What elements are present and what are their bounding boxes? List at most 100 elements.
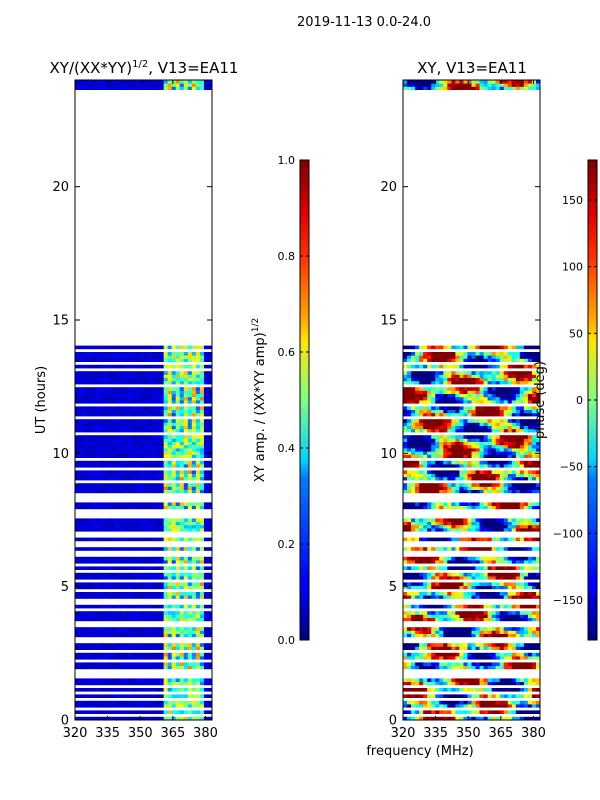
heatmap-cell [159, 444, 165, 449]
heatmap-cell [519, 489, 525, 494]
heatmap-cell [163, 86, 169, 90]
heatmap-cell [451, 377, 456, 382]
heatmap-cell [155, 406, 161, 410]
figure-suptitle: 2019-11-13 0.0-24.0 [297, 15, 431, 30]
heatmap-cell [131, 576, 136, 580]
heatmap-cell [467, 387, 472, 391]
heatmap-cell [531, 572, 537, 577]
heatmap-cell [191, 444, 197, 449]
heatmap-cell [195, 627, 201, 631]
heatmap-cell [79, 585, 84, 590]
heatmap-cell [147, 464, 152, 468]
heatmap-cell [155, 425, 161, 430]
heatmap-cell [119, 419, 124, 423]
heatmap-cell [143, 400, 148, 404]
heatmap-cell [95, 464, 100, 468]
heatmap-cell [411, 454, 416, 458]
heatmap-cell [135, 83, 140, 87]
heatmap-cell [479, 633, 484, 638]
heatmap-cell [75, 460, 80, 465]
heatmap-cell [107, 486, 112, 490]
heatmap-cell [431, 393, 436, 398]
heatmap-cell [475, 537, 480, 542]
heatmap-cell [535, 576, 540, 580]
heatmap-cell [451, 595, 456, 599]
heatmap-cell [75, 566, 80, 570]
heatmap-cell [95, 633, 100, 638]
heatmap-cell [427, 464, 432, 468]
heatmap-cell [459, 483, 464, 487]
heatmap-cell [115, 470, 120, 474]
heatmap-cell [83, 611, 88, 615]
heatmap-cell [535, 489, 540, 494]
heatmap-cell [199, 582, 205, 586]
heatmap-cell [87, 604, 92, 609]
heatmap-cell [163, 464, 169, 468]
heatmap-cell [83, 614, 88, 618]
heatmap-cell [135, 435, 140, 439]
heatmap-cell [427, 656, 432, 660]
heatmap-cell [119, 604, 124, 609]
heatmap-cell [147, 643, 152, 647]
heatmap-cell [91, 86, 96, 90]
heatmap-cell [471, 646, 476, 650]
heatmap-cell [503, 662, 509, 666]
heatmap-cell [479, 425, 484, 430]
heatmap-cell [495, 464, 501, 468]
heatmap-cell [119, 576, 124, 580]
heatmap-cell [507, 524, 513, 529]
heatmap-cell [111, 364, 116, 369]
heatmap-cell [135, 390, 140, 394]
heatmap-cell [455, 409, 460, 414]
heatmap-cell [151, 464, 156, 468]
heatmap-cell [479, 665, 484, 670]
heatmap-cell [191, 633, 197, 638]
heatmap-cell [75, 428, 80, 433]
heatmap-cell [87, 595, 92, 599]
heatmap-cell [179, 412, 185, 417]
heatmap-cell [423, 444, 428, 449]
heatmap-cell [487, 419, 493, 423]
heatmap-cell [459, 377, 464, 382]
heatmap-cell [131, 572, 136, 577]
heatmap-cell [199, 473, 205, 478]
heatmap-cell [491, 387, 497, 391]
heatmap-cell [99, 502, 104, 506]
heatmap-cell [167, 656, 173, 660]
heatmap-cell [123, 409, 128, 414]
heatmap-cell [519, 643, 525, 647]
heatmap-cell [527, 521, 533, 526]
heatmap-cell [403, 476, 408, 481]
heatmap-cell [503, 688, 509, 692]
heatmap-cell [407, 566, 412, 570]
heatmap-cell [83, 560, 88, 564]
heatmap-cell [415, 473, 420, 478]
heatmap-cell [79, 486, 84, 490]
heatmap-cell [427, 556, 432, 561]
heatmap-cell [115, 438, 120, 442]
heatmap-cell [87, 576, 92, 580]
heatmap-cell [507, 537, 513, 542]
heatmap-cell [147, 387, 152, 391]
heatmap-cell [163, 528, 169, 532]
heatmap-cell [435, 400, 440, 404]
heatmap-cell [179, 704, 185, 708]
heatmap-cell [147, 595, 152, 599]
heatmap-cell [115, 377, 120, 382]
heatmap-cell [427, 547, 432, 551]
heatmap-cell [403, 630, 408, 634]
heatmap-cell [491, 694, 497, 698]
heatmap-cell [427, 518, 432, 522]
heatmap-cell [423, 448, 428, 452]
heatmap-cell [443, 678, 448, 682]
heatmap-cell [79, 352, 84, 356]
heatmap-cell [507, 627, 513, 631]
amplitude-colorbar: 0.00.20.40.60.81.0 XY amp. / (XX*YY amp)… [251, 154, 310, 647]
heatmap-cell [535, 678, 540, 682]
heatmap-cell [199, 592, 205, 596]
heatmap-cell [407, 448, 412, 452]
heatmap-cell [151, 400, 156, 404]
heatmap-cell [407, 409, 412, 414]
heatmap-cell [475, 576, 480, 580]
heatmap-cell [87, 390, 92, 394]
